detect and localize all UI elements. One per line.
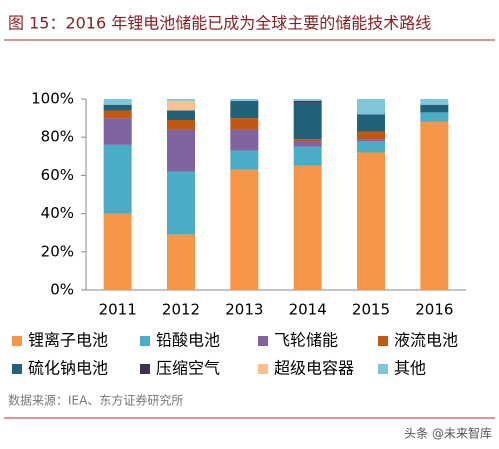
watermark: 头条 @未来智库 (404, 426, 492, 441)
legend-swatch (140, 364, 150, 374)
legend-label: 飞轮储能 (274, 331, 338, 350)
bar-segment (293, 141, 322, 147)
legend-swatch (378, 364, 388, 374)
bar-segment (230, 169, 259, 290)
legend-label: 铅酸电池 (156, 331, 220, 350)
legend-label: 超级电容器 (274, 359, 354, 378)
bar-segment (293, 99, 322, 101)
y-tick-label: 20% (41, 242, 74, 260)
bar-segment (167, 100, 195, 111)
bar-segment (420, 121, 449, 290)
bar-segment (230, 129, 259, 151)
y-tick-label: 60% (41, 166, 74, 184)
bar-segment (167, 120, 195, 130)
legend-label: 其他 (394, 359, 426, 378)
legend-label: 硫化钠电池 (28, 359, 108, 378)
bar-segment (293, 165, 322, 290)
bar-segment (420, 104, 449, 113)
y-tick-label: 0% (50, 281, 74, 299)
y-tick-label: 100% (31, 90, 74, 108)
bar-segment (293, 102, 322, 140)
legend-label: 液流电池 (394, 331, 458, 350)
x-tick-label: 2016 (415, 301, 453, 319)
bar-segment (167, 234, 195, 290)
source: 数据来源：IEA、东方证券研究所 (8, 393, 183, 408)
x-tick-label: 2014 (289, 301, 327, 319)
bar-segment (167, 171, 195, 235)
bar-segment (420, 99, 449, 105)
bar-segment (357, 131, 385, 140)
legend-swatch (12, 336, 22, 346)
bar-segment (103, 213, 132, 290)
y-tick-label: 40% (41, 204, 74, 222)
bar-segment (293, 139, 322, 142)
bar-segment (103, 110, 132, 119)
bar-segment (103, 104, 132, 111)
bar-segment (293, 100, 322, 103)
x-tick-label: 2011 (99, 301, 137, 319)
bar-segment (167, 99, 195, 101)
legend-swatch (378, 336, 388, 346)
bar-segment (167, 110, 195, 121)
bar-segment (230, 99, 259, 101)
bar-segment (103, 99, 132, 105)
bar-segment (357, 114, 385, 132)
bar-segment (357, 139, 385, 142)
bar-segment (167, 129, 195, 172)
bar-segment (103, 144, 132, 214)
bar-segment (420, 112, 449, 122)
legend-label: 压缩空气 (156, 359, 220, 378)
legend-swatch (258, 364, 268, 374)
bar-segment (103, 118, 132, 145)
legend-swatch (140, 336, 150, 346)
bar-segment (293, 146, 322, 166)
bar-segment (357, 141, 385, 153)
bar-segment (357, 152, 385, 290)
y-tick-label: 80% (41, 128, 74, 146)
chart-title: 图 15：2016 年锂电池储能已成为全球主要的储能技术路线 (8, 14, 431, 33)
legend-swatch (12, 364, 22, 374)
x-tick-label: 2015 (352, 301, 390, 319)
bar-segment (230, 100, 259, 119)
bar-segment (230, 150, 259, 170)
legend-swatch (258, 336, 268, 346)
x-tick-label: 2013 (225, 301, 263, 319)
bar-segment (357, 99, 385, 115)
legend-label: 锂离子电池 (28, 331, 108, 350)
bar-segment (230, 118, 259, 130)
x-tick-label: 2012 (162, 301, 200, 319)
